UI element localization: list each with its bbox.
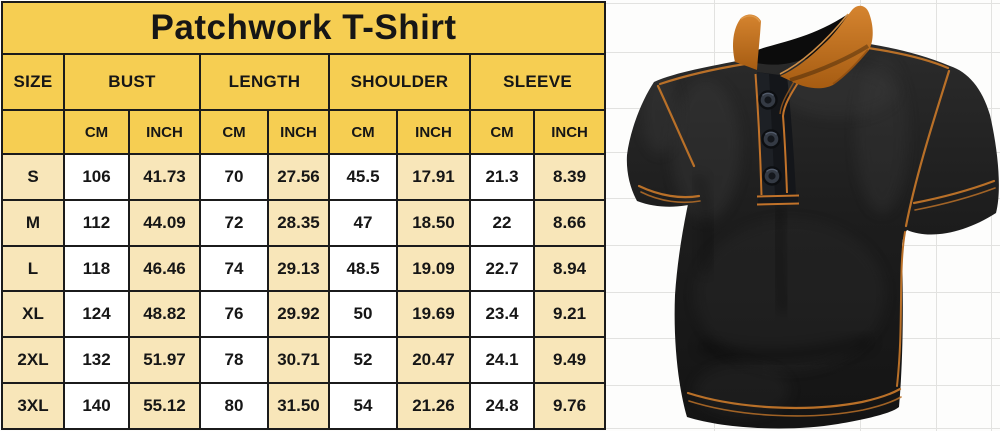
measure-cell: 28.35 (267, 198, 330, 247)
table-row: M 112 44.09 72 28.35 47 18.50 22 8.66 (1, 198, 607, 247)
measure-cell: 31.50 (267, 382, 330, 430)
table-row: S 106 41.73 70 27.56 45.5 17.91 21.3 8.3… (1, 153, 607, 201)
col-header-shoulder: SHOULDER (328, 53, 471, 111)
unit-header-cell: CM (469, 109, 535, 155)
col-header-length: LENGTH (199, 53, 330, 111)
collar (733, 5, 873, 89)
unit-header-row: CM INCH CM INCH CM INCH CM INCH (1, 109, 607, 155)
measure-cell: 54 (328, 382, 398, 430)
measure-cell: 8.66 (532, 198, 607, 247)
measure-cell: 106 (63, 153, 130, 201)
shirt-illustration (626, 5, 999, 429)
measure-cell: 9.76 (532, 382, 607, 430)
measure-cell: 47 (328, 198, 398, 247)
measure-cell: 70 (199, 153, 269, 201)
size-cell: M (1, 198, 65, 247)
measure-cell: 80 (199, 382, 269, 430)
table-row: 3XL 140 55.12 80 31.50 54 21.26 24.8 9.7… (1, 382, 607, 430)
measure-cell: 52 (328, 336, 398, 385)
measure-cell: 9.21 (532, 290, 607, 339)
measure-cell: 132 (63, 336, 130, 385)
measure-cell: 118 (63, 244, 130, 293)
measure-cell: 41.73 (128, 153, 201, 201)
measure-cell: 23.4 (469, 290, 535, 339)
unit-header-cell: CM (199, 109, 269, 155)
measure-cell: 51.97 (128, 336, 201, 385)
measure-cell: 30.71 (267, 336, 330, 385)
product-photo (600, 0, 1000, 431)
measure-cell: 48.82 (128, 290, 201, 339)
measure-cell: 78 (199, 336, 269, 385)
measure-cell: 21.26 (396, 382, 471, 430)
measure-cell: 19.69 (396, 290, 471, 339)
measure-cell: 29.92 (267, 290, 330, 339)
placket-buttons (758, 90, 782, 186)
col-header-size: SIZE (1, 53, 65, 111)
measure-cell: 27.56 (267, 153, 330, 201)
measure-cell: 17.91 (396, 153, 471, 201)
size-cell: XL (1, 290, 65, 339)
collar-right-band (780, 5, 873, 89)
table-row: L 118 46.46 74 29.13 48.5 19.09 22.7 8.9… (1, 244, 607, 293)
measure-cell: 76 (199, 290, 269, 339)
measure-cell: 44.09 (128, 198, 201, 247)
measure-cell: 18.50 (396, 198, 471, 247)
measure-cell: 48.5 (328, 244, 398, 293)
collar-left-band (733, 14, 761, 71)
measure-cell: 8.39 (532, 153, 607, 201)
button (758, 90, 778, 110)
col-header-sleeve: SLEEVE (468, 53, 607, 111)
measure-cell: 19.09 (396, 244, 471, 293)
size-chart-table: Patchwork T-Shirt SIZE BUST LENGTH SHOUL… (0, 1, 607, 430)
measure-cell: 140 (63, 382, 130, 430)
measure-cell: 21.3 (469, 153, 535, 201)
size-cell: L (1, 244, 65, 293)
measure-cell: 8.94 (532, 244, 607, 293)
measure-cell: 24.1 (469, 336, 535, 385)
button (761, 129, 781, 149)
measure-cell: 74 (199, 244, 269, 293)
size-cell: S (1, 153, 65, 201)
gridline (604, 3, 1000, 4)
measure-cell: 45.5 (328, 153, 398, 201)
unit-blank-cell (1, 109, 65, 155)
size-cell: 3XL (1, 382, 65, 430)
header-row: SIZE BUST LENGTH SHOULDER SLEEVE (1, 53, 607, 111)
unit-header-cell: INCH (267, 109, 330, 155)
chart-title: Patchwork T-Shirt (0, 1, 607, 55)
measure-cell: 22 (469, 198, 535, 247)
unit-header-cell: CM (328, 109, 398, 155)
gridline (604, 428, 1000, 429)
measure-cell: 9.49 (532, 336, 607, 385)
unit-header-cell: INCH (396, 109, 471, 155)
size-cell: 2XL (1, 336, 65, 385)
measure-cell: 22.7 (469, 244, 535, 293)
table-row: XL 124 48.82 76 29.92 50 19.69 23.4 9.21 (1, 290, 607, 339)
unit-header-cell: INCH (128, 109, 201, 155)
unit-header-cell: CM (63, 109, 130, 155)
measure-cell: 55.12 (128, 382, 201, 430)
col-header-bust: BUST (63, 53, 201, 111)
measure-cell: 24.8 (469, 382, 535, 430)
measure-cell: 29.13 (267, 244, 330, 293)
measure-cell: 20.47 (396, 336, 471, 385)
measure-cell: 46.46 (128, 244, 201, 293)
table-row: 2XL 132 51.97 78 30.71 52 20.47 24.1 9.4… (1, 336, 607, 385)
measure-cell: 72 (199, 198, 269, 247)
button (762, 166, 782, 186)
measure-cell: 112 (63, 198, 130, 247)
measure-cell: 124 (63, 290, 130, 339)
contrast-stitching (637, 46, 996, 417)
shirt-neck (738, 14, 870, 75)
unit-header-cell: INCH (532, 109, 607, 155)
measure-cell: 50 (328, 290, 398, 339)
